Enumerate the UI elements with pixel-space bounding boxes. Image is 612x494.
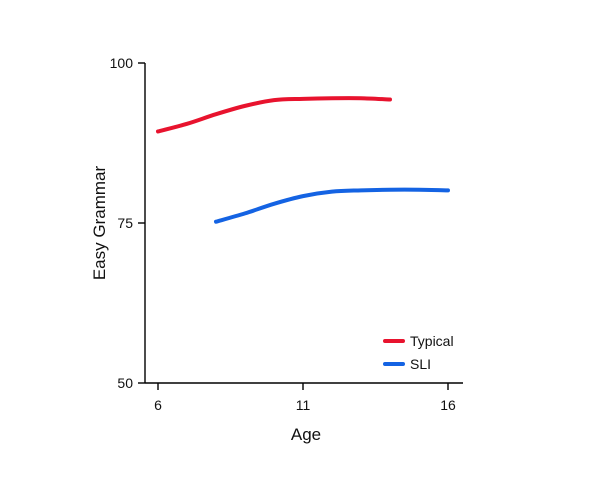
legend-label-typical: Typical [410,333,454,349]
legend: Typical SLI [383,333,454,372]
x-tick-label: 16 [440,397,456,413]
y-axis-ticks: 50 75 100 [110,55,145,391]
y-tick-label: 100 [110,55,134,71]
x-axis-label: Age [291,425,321,444]
x-tick-label: 6 [154,397,162,413]
series-line-typical [156,96,392,134]
legend-label-sli: SLI [410,356,431,372]
y-tick-label: 50 [117,375,133,391]
y-tick-label: 75 [117,215,133,231]
series-lines [156,96,450,224]
x-tick-label: 11 [296,397,311,413]
y-axis-label: Easy Grammar [90,166,109,281]
series-line-sli [214,187,450,224]
x-axis-ticks: 6 11 16 [154,383,456,413]
